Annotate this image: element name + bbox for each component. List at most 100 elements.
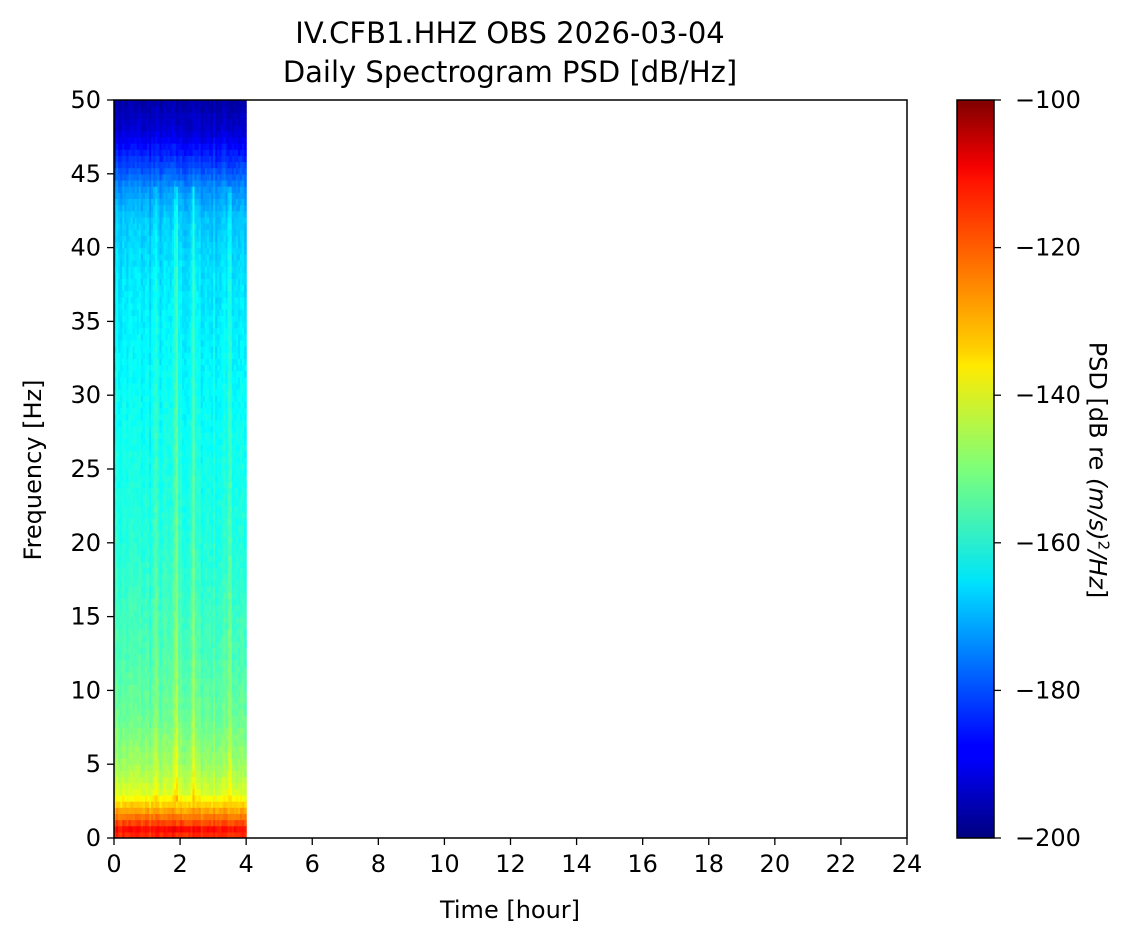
heatmap-cell <box>171 450 175 458</box>
heatmap-cell <box>186 598 189 605</box>
heatmap-cell <box>140 592 144 599</box>
heatmap-cell <box>138 210 142 218</box>
heatmap-cell <box>116 370 119 378</box>
heatmap-cell <box>175 173 179 181</box>
heatmap-cell <box>153 585 156 593</box>
heatmap-cell <box>136 259 140 267</box>
heatmap-cell <box>171 807 175 814</box>
heatmap-cell <box>126 259 130 267</box>
heatmap-cell <box>130 106 134 113</box>
heatmap-cell <box>159 505 163 513</box>
heatmap-cell <box>120 241 123 249</box>
heatmap-cell <box>182 745 185 753</box>
heatmap-cell <box>142 469 146 476</box>
heatmap-cell <box>116 782 119 790</box>
heatmap-cell <box>192 247 196 255</box>
heatmap-cell <box>186 272 189 279</box>
heatmap-cell <box>155 339 158 347</box>
heatmap-cell <box>192 395 196 402</box>
heatmap-cell <box>149 143 152 150</box>
heatmap-cell <box>149 352 152 359</box>
heatmap-cell <box>136 204 140 212</box>
heatmap-cell <box>180 733 183 741</box>
heatmap-cell <box>138 715 142 722</box>
heatmap-cell <box>192 241 196 249</box>
heatmap-cell <box>126 782 130 790</box>
heatmap-cell <box>136 622 140 630</box>
heatmap-cell <box>163 204 167 212</box>
heatmap-cell <box>136 302 140 310</box>
heatmap-cell <box>124 536 127 544</box>
heatmap-cell <box>116 770 119 778</box>
heatmap-cell <box>155 143 158 150</box>
heatmap-cell <box>180 241 183 249</box>
heatmap-cell <box>169 112 173 120</box>
heatmap-cell <box>192 296 196 304</box>
heatmap-cell <box>169 425 173 433</box>
heatmap-cell <box>144 407 148 415</box>
heatmap-cell <box>140 469 144 476</box>
heatmap-cell <box>194 819 198 827</box>
heatmap-cell <box>194 505 198 513</box>
heatmap-cell <box>173 266 177 273</box>
heatmap-cell <box>128 149 132 156</box>
heatmap-cell <box>144 186 148 193</box>
heatmap-cell <box>155 653 158 661</box>
heatmap-cell <box>161 702 165 710</box>
heatmap-cell <box>184 272 187 279</box>
heatmap-cell <box>184 149 187 156</box>
heatmap-cell <box>182 339 185 347</box>
heatmap-cell <box>167 247 171 255</box>
heatmap-cell <box>171 585 175 593</box>
heatmap-cell <box>165 272 169 279</box>
heatmap-cell <box>186 733 189 741</box>
heatmap-cell <box>138 130 142 138</box>
heatmap-cell <box>178 512 181 519</box>
heatmap-cell <box>184 173 187 181</box>
heatmap-cell <box>128 100 132 107</box>
heatmap-cell <box>140 831 144 838</box>
heatmap-cell <box>192 149 196 156</box>
heatmap-cell <box>175 339 179 347</box>
heatmap-cell <box>130 376 134 384</box>
heatmap-cell <box>142 487 146 495</box>
heatmap-cell <box>175 690 179 698</box>
heatmap-cell <box>171 376 175 384</box>
heatmap-cell <box>167 136 171 144</box>
heatmap-cell <box>196 155 200 163</box>
heatmap-cell <box>198 739 202 747</box>
heatmap-cell <box>157 610 161 618</box>
heatmap-cell <box>157 616 161 624</box>
heatmap-cell <box>167 376 171 384</box>
heatmap-cell <box>118 813 121 821</box>
heatmap-cell <box>186 801 189 808</box>
heatmap-cell <box>196 721 200 728</box>
heatmap-cell <box>149 825 152 833</box>
heatmap-cell <box>147 161 150 169</box>
heatmap-cell <box>159 364 163 372</box>
heatmap-cell <box>169 223 173 230</box>
heatmap-cell <box>130 782 134 790</box>
heatmap-cell <box>149 776 152 784</box>
heatmap-cell <box>155 745 158 753</box>
heatmap-cell <box>138 499 142 507</box>
heatmap-cell <box>155 475 158 482</box>
heatmap-cell <box>173 309 177 316</box>
heatmap-cell <box>190 481 194 489</box>
heatmap-cell <box>175 493 179 501</box>
heatmap-cell <box>149 198 152 206</box>
heatmap-cell <box>190 106 194 113</box>
heatmap-cell <box>188 819 192 827</box>
heatmap-cell <box>192 327 196 335</box>
heatmap-cell <box>142 684 146 691</box>
heatmap-cell <box>155 210 158 218</box>
heatmap-cell <box>165 770 169 778</box>
heatmap-cell <box>182 493 185 501</box>
heatmap-cell <box>122 776 125 784</box>
heatmap-cell <box>163 278 167 286</box>
heatmap-cell <box>116 801 119 808</box>
heatmap-cell <box>142 296 146 304</box>
heatmap-cell <box>180 493 183 501</box>
heatmap-cell <box>155 788 158 796</box>
heatmap-cell <box>159 290 163 298</box>
